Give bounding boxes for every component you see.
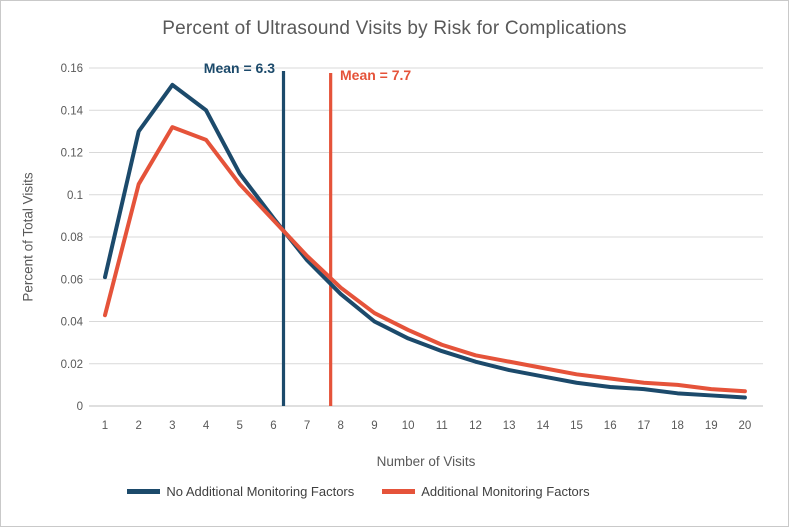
svg-text:10: 10 — [402, 420, 415, 432]
legend-label: No Additional Monitoring Factors — [166, 484, 355, 499]
mean-annotation-no-additional: Mean = 6.3 — [203, 60, 275, 76]
svg-text:0.14: 0.14 — [61, 105, 84, 117]
svg-text:20: 20 — [739, 420, 752, 432]
svg-text:12: 12 — [469, 420, 482, 432]
chart-legend: No Additional Monitoring Factors Additio… — [1, 484, 716, 499]
svg-text:19: 19 — [705, 420, 718, 432]
y-axis-title: Percent of Total Visits — [20, 172, 36, 302]
svg-text:0.06: 0.06 — [61, 274, 83, 286]
svg-text:18: 18 — [671, 420, 684, 432]
svg-text:0.04: 0.04 — [61, 317, 84, 329]
svg-text:1: 1 — [102, 420, 108, 432]
chart-title: Percent of Ultrasound Visits by Risk for… — [162, 18, 627, 39]
svg-text:9: 9 — [371, 420, 377, 432]
line-swatch-icon — [127, 489, 161, 494]
svg-text:4: 4 — [203, 420, 210, 432]
svg-text:0.12: 0.12 — [61, 148, 83, 160]
svg-text:0.1: 0.1 — [67, 190, 83, 202]
x-axis-title: Number of Visits — [376, 454, 476, 469]
legend-item-additional[interactable]: Additional Monitoring Factors — [382, 484, 590, 499]
svg-text:8: 8 — [338, 420, 344, 432]
svg-text:16: 16 — [604, 420, 617, 432]
svg-text:3: 3 — [169, 420, 175, 432]
svg-text:13: 13 — [503, 420, 516, 432]
svg-text:2: 2 — [135, 420, 141, 432]
svg-text:17: 17 — [637, 420, 650, 432]
svg-text:0.08: 0.08 — [61, 232, 83, 244]
svg-text:5: 5 — [237, 420, 243, 432]
svg-text:0.02: 0.02 — [61, 359, 83, 371]
svg-text:11: 11 — [436, 420, 448, 432]
legend-label: Additional Monitoring Factors — [421, 484, 590, 499]
svg-text:0: 0 — [77, 401, 83, 413]
legend-item-no-additional[interactable]: No Additional Monitoring Factors — [127, 484, 354, 499]
line-swatch-icon — [382, 489, 416, 494]
svg-text:0.16: 0.16 — [61, 63, 83, 75]
mean-annotation-additional: Mean = 7.7 — [340, 67, 412, 83]
svg-text:6: 6 — [270, 420, 276, 432]
svg-text:15: 15 — [570, 420, 583, 432]
svg-text:14: 14 — [536, 420, 549, 432]
svg-text:7: 7 — [304, 420, 310, 432]
